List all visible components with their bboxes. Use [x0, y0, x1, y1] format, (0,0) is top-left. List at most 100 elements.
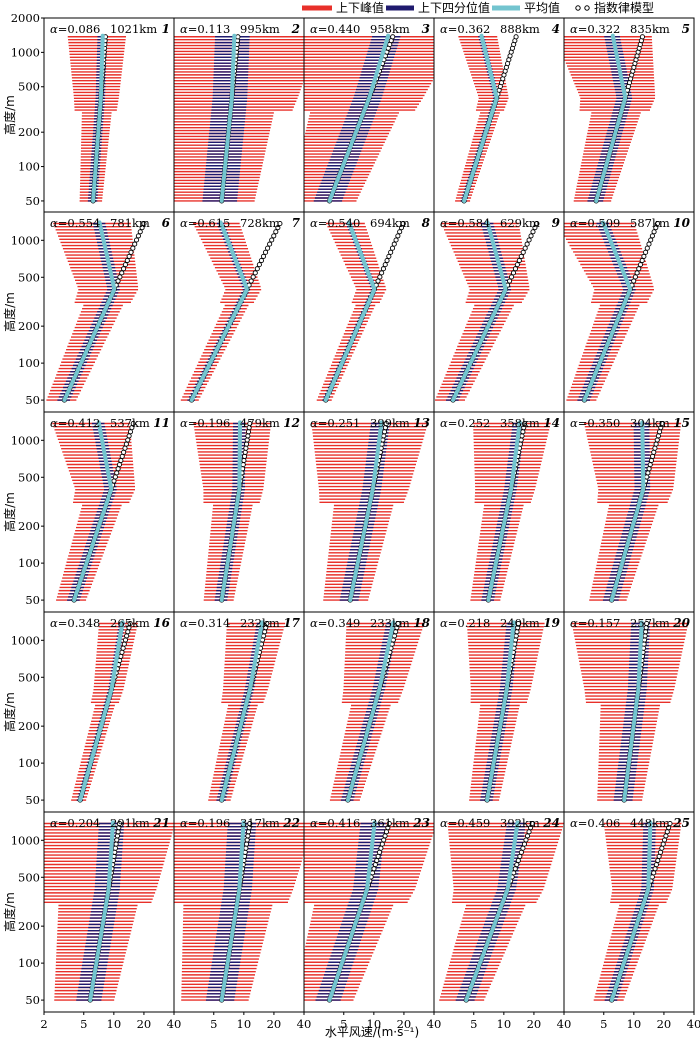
panel-15-distance: 304km: [630, 416, 670, 430]
model-point: [275, 225, 281, 231]
mean-line: [462, 33, 499, 203]
x-tick-label: 20: [657, 1017, 672, 1031]
x-tick-label: 2: [40, 1017, 47, 1031]
model-point: [114, 470, 120, 476]
y-tick-label: 2000: [11, 11, 40, 25]
model-point: [130, 421, 136, 427]
x-tick-label: 20: [267, 1017, 282, 1031]
panel-4-distance: 888km: [500, 22, 540, 36]
panel-5-number: 5: [682, 22, 690, 36]
model-point: [390, 34, 396, 40]
model-point: [664, 829, 670, 835]
model-point: [243, 845, 249, 851]
panel-20-plot: [571, 620, 689, 803]
model-point: [139, 225, 145, 231]
model-point: [520, 845, 526, 851]
legend-label-mean: 平均值: [524, 0, 560, 15]
panel-3-distance: 958km: [370, 22, 410, 36]
mean-line: [219, 33, 237, 203]
model-point: [130, 245, 136, 251]
model-point: [652, 866, 658, 872]
model-point: [659, 421, 665, 427]
x-tick-label: 40: [557, 1017, 572, 1031]
mean-line: [486, 420, 522, 603]
model-point: [648, 457, 654, 464]
model-point: [388, 249, 394, 255]
panel-9-plot: [435, 220, 540, 403]
model-point: [520, 429, 526, 435]
model-point: [657, 849, 664, 855]
panel-23: α=0.416 361km 23: [303, 811, 435, 1013]
model-point: [122, 262, 129, 268]
panel-12-number: 12: [283, 416, 300, 430]
model-point: [121, 266, 127, 272]
model-point: [117, 274, 123, 280]
panel-1-plot: [67, 33, 126, 204]
panel-10-number: 10: [673, 216, 690, 230]
panel-21: α=0.204 291km 21: [43, 811, 175, 1013]
x-tick-label: 40: [427, 1017, 442, 1031]
model-point: [645, 470, 651, 476]
model-point: [126, 433, 132, 439]
model-point: [641, 253, 647, 259]
model-point: [380, 437, 386, 443]
model-point: [393, 629, 399, 635]
panel-frame: [433, 17, 565, 213]
panel-14-distance: 358km: [500, 416, 540, 430]
y-tick-label: 1000: [11, 633, 40, 647]
y-tick-label: 100: [18, 356, 40, 370]
model-point: [643, 249, 649, 255]
panel-5: α=0.322 835km 5: [563, 17, 695, 213]
model-point: [512, 266, 518, 272]
model-point: [243, 441, 250, 447]
model-point: [122, 637, 129, 643]
model-point: [112, 849, 118, 855]
panel-12: α=0.196 479km 12: [173, 411, 305, 613]
mean-line: [327, 820, 377, 1003]
panel-4-plot: [455, 33, 519, 204]
panel-6-plot: [46, 220, 147, 403]
panel-14-alpha: α=0.252: [440, 416, 490, 430]
y-tick-label: 500: [18, 470, 40, 484]
panel-24-plot: [439, 820, 564, 1003]
model-point: [534, 221, 540, 227]
model-point: [114, 833, 121, 839]
y-tick-label: 200: [18, 319, 40, 333]
panel-13-plot: [311, 420, 428, 603]
model-point: [395, 233, 401, 239]
model-point: [260, 253, 267, 259]
panel-17-plot: [208, 620, 286, 803]
panel-18-number: 18: [413, 616, 430, 630]
model-point: [513, 633, 519, 639]
model-point: [516, 257, 522, 264]
panel-22-alpha: α=0.196: [180, 816, 230, 830]
model-point: [245, 433, 251, 439]
legend-marker-model-b: [584, 5, 590, 11]
model-point: [651, 229, 657, 235]
model-point: [382, 833, 388, 839]
model-point: [514, 262, 520, 268]
model-point: [116, 821, 123, 827]
model-point: [522, 421, 528, 427]
panel-25-plot: [593, 820, 682, 1003]
panel-13-alpha: α=0.251: [310, 416, 360, 430]
model-point: [376, 849, 383, 855]
mean-line: [88, 820, 115, 1003]
panel-7-plot: [180, 220, 283, 403]
x-axis-title: 水平风速/(m·s⁻¹): [325, 1025, 419, 1039]
model-point: [262, 249, 269, 255]
model-point: [644, 621, 650, 627]
model-point: [111, 478, 117, 484]
panel-24-alpha: α=0.459: [440, 816, 490, 830]
model-point: [529, 821, 535, 827]
panel-7-distance: 728km: [240, 216, 280, 230]
model-point: [375, 853, 381, 859]
panel-14: α=0.252 358km 14: [433, 411, 565, 613]
panel-7: α=0.615 728km 7: [173, 211, 305, 413]
model-point: [122, 445, 128, 451]
model-point: [513, 34, 519, 40]
model-point: [244, 437, 250, 443]
y-tick-label: 50: [25, 393, 40, 407]
model-point: [245, 829, 252, 835]
model-point: [265, 245, 271, 251]
